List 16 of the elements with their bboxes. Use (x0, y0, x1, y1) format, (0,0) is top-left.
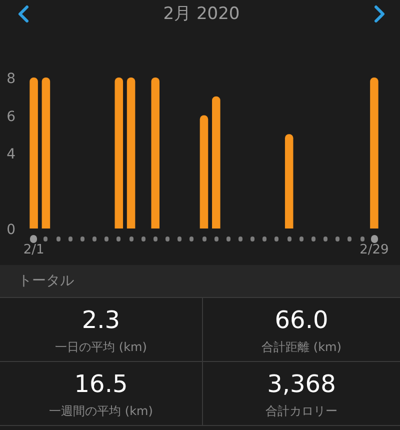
y-tick-label: 0 (6, 222, 16, 238)
text: 合計カロリー (264, 404, 338, 418)
y-tick-label: 4 (6, 146, 16, 162)
text: トータル (0, 265, 400, 298)
text: 合計距離 (km) (260, 340, 342, 354)
text: 一日の平均 (km) (54, 340, 148, 354)
text: 一週間の平均 (km) (48, 404, 154, 418)
text: 66.0 (274, 305, 330, 334)
chart-title: 2月 2020 (163, 2, 240, 26)
text: 2.3 (80, 305, 122, 334)
x-tick-label: 2/1 (23, 242, 44, 258)
y-tick-label: 8 (6, 71, 16, 87)
text: 16.5 (73, 369, 129, 398)
y-tick-label: 6 (6, 108, 16, 125)
x-tick-label: 2/29 (360, 242, 389, 258)
text: 3,368 (266, 369, 337, 398)
